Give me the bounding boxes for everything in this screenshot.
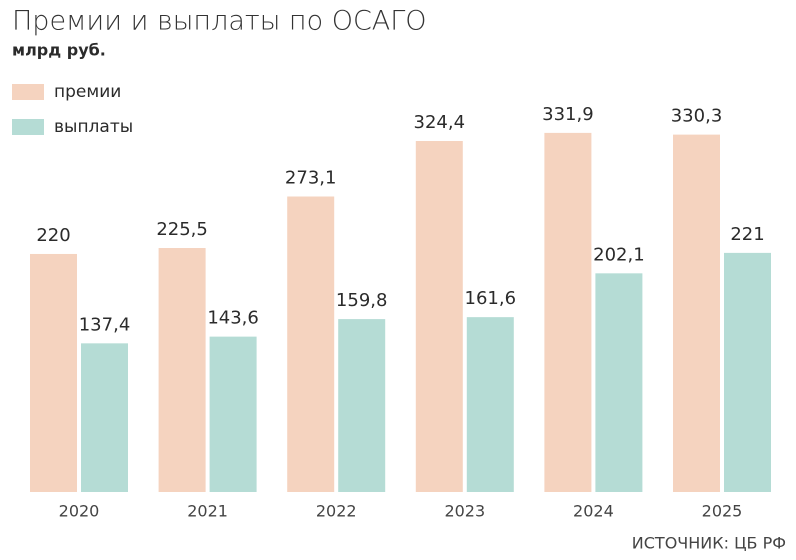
x-tick-label: 2023 xyxy=(444,502,485,521)
bar xyxy=(81,343,128,492)
bar xyxy=(287,196,335,492)
bar xyxy=(544,132,592,492)
value-label: 159,8 xyxy=(336,290,388,311)
value-label: 220 xyxy=(36,225,70,246)
x-tick-label: 2024 xyxy=(573,502,614,521)
value-label: 202,1 xyxy=(593,244,645,265)
value-label: 324,4 xyxy=(414,112,466,133)
value-label: 273,1 xyxy=(285,168,337,189)
bar xyxy=(466,317,514,492)
value-label: 137,4 xyxy=(79,314,131,335)
value-label: 221 xyxy=(730,224,764,245)
bar xyxy=(209,336,257,492)
legend-swatch xyxy=(12,84,44,100)
x-tick-label: 2020 xyxy=(59,502,100,521)
bar xyxy=(673,134,720,492)
bar xyxy=(158,248,206,492)
value-label: 143,6 xyxy=(207,308,259,329)
x-tick-label: 2021 xyxy=(187,502,228,521)
value-label: 331,9 xyxy=(542,104,594,125)
x-tick-label: 2022 xyxy=(316,502,357,521)
legend-label: выплаты xyxy=(54,117,133,137)
bar xyxy=(595,273,643,492)
value-label: 330,3 xyxy=(671,106,723,127)
x-tick-label: 2025 xyxy=(702,502,743,521)
chart-title: Премии и выплаты по ОСАГО xyxy=(12,6,427,37)
chart-subtitle: млрд руб. xyxy=(12,41,106,60)
bar xyxy=(338,319,386,492)
value-label: 225,5 xyxy=(156,219,208,240)
legend-swatch xyxy=(12,119,44,135)
bar xyxy=(415,140,463,492)
source: ИСТОЧНИК: ЦБ РФ xyxy=(632,534,786,553)
value-label: 161,6 xyxy=(465,288,517,309)
bar xyxy=(724,252,771,492)
bar xyxy=(30,253,77,492)
legend-label: премии xyxy=(54,82,121,102)
